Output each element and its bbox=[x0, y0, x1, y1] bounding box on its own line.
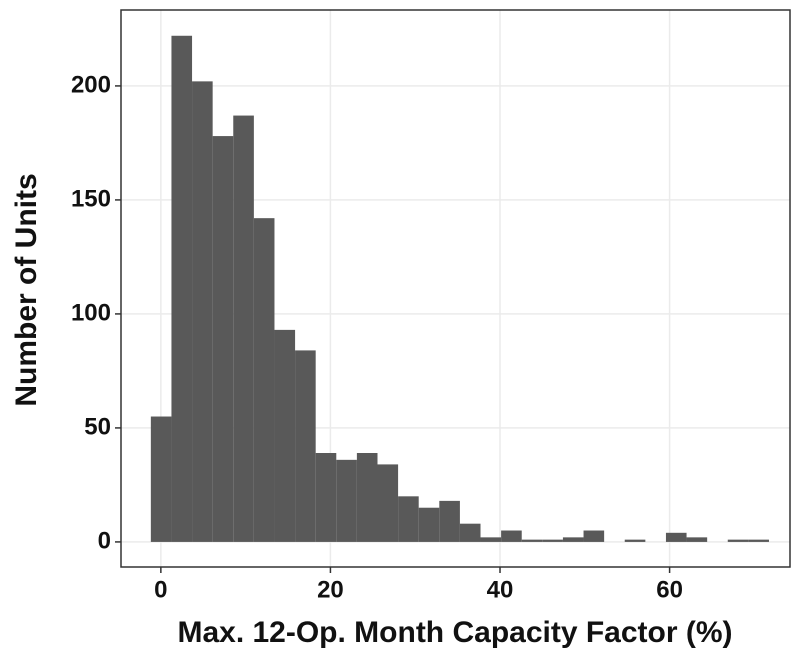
plot-border bbox=[120, 9, 791, 568]
y-tick-label: 150 bbox=[71, 185, 111, 212]
bar bbox=[398, 496, 419, 542]
bar bbox=[253, 218, 275, 542]
y-tick-label: 200 bbox=[71, 71, 111, 98]
x-axis-title: Max. 12-Op. Month Capacity Factor (%) bbox=[177, 616, 732, 649]
y-tick-label: 0 bbox=[98, 527, 111, 554]
bar bbox=[583, 530, 605, 542]
bar bbox=[521, 539, 543, 542]
bar bbox=[727, 539, 749, 542]
bar bbox=[171, 35, 193, 542]
bar bbox=[748, 539, 769, 542]
bar bbox=[480, 537, 502, 542]
y-axis-title: Number of Units bbox=[10, 173, 43, 406]
bar bbox=[418, 507, 440, 542]
bar bbox=[377, 464, 399, 542]
x-tick-label: 0 bbox=[154, 576, 167, 603]
bar bbox=[315, 453, 337, 542]
bar bbox=[356, 453, 378, 542]
bar bbox=[274, 329, 296, 542]
bar bbox=[624, 539, 646, 542]
y-tick-label: 50 bbox=[84, 413, 111, 440]
x-tick-label: 20 bbox=[317, 576, 344, 603]
y-tick-label: 100 bbox=[71, 299, 111, 326]
bar bbox=[501, 530, 522, 542]
bar bbox=[336, 459, 357, 542]
bar bbox=[459, 523, 481, 542]
bar bbox=[150, 416, 172, 542]
bar bbox=[192, 81, 213, 542]
bar bbox=[212, 136, 234, 542]
bar bbox=[686, 537, 708, 542]
bar bbox=[542, 539, 563, 542]
x-tick-label: 60 bbox=[656, 576, 683, 603]
bar bbox=[439, 500, 460, 542]
x-tick-label: 40 bbox=[487, 576, 514, 603]
bar bbox=[295, 350, 316, 542]
bar bbox=[665, 532, 687, 542]
bar bbox=[562, 537, 584, 542]
bar bbox=[233, 115, 254, 542]
